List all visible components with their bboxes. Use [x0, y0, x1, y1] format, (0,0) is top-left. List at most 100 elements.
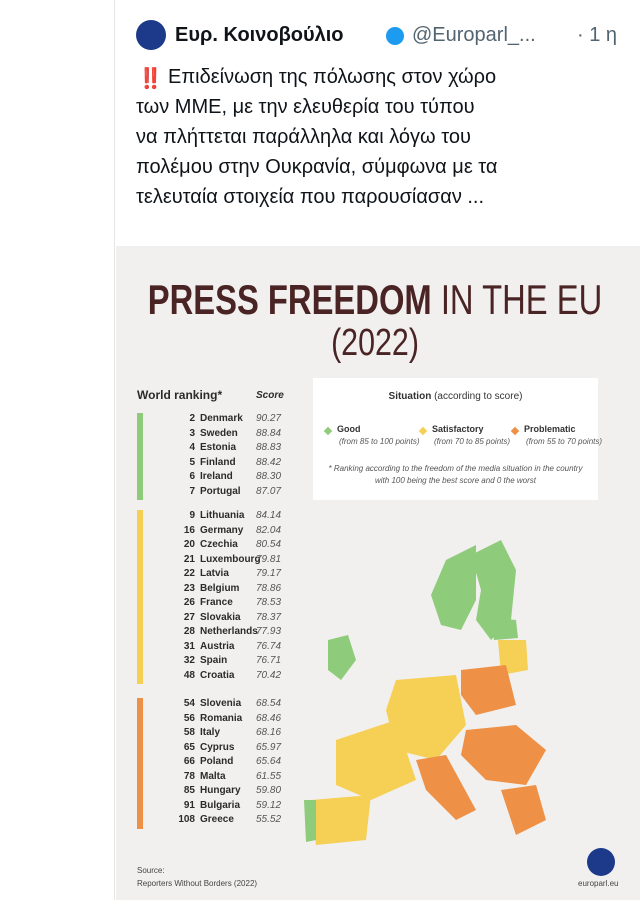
legend-label: Satisfactory [432, 424, 484, 434]
rank: 21 [183, 553, 195, 565]
legend-range: (from 55 to 70 points) [526, 437, 603, 446]
country: Greece [200, 814, 234, 825]
legend-subtitle: (according to score) [434, 391, 523, 402]
source: Reporters Without Borders (2022) [137, 879, 258, 888]
sweden-region [431, 545, 476, 630]
country: Lithuania [200, 510, 245, 521]
ranking-header: World ranking* [137, 388, 223, 402]
rank: 9 [189, 510, 195, 521]
tweet-line: των ΜΜΕ, με την ελευθερία του τύπου [136, 96, 475, 118]
score: 78.53 [256, 597, 282, 608]
handle[interactable]: @Europarl_... [412, 24, 536, 46]
score: 78.37 [256, 611, 282, 623]
country: Belgium [200, 582, 240, 594]
map [304, 540, 615, 876]
poland-region [461, 665, 516, 715]
rank: 22 [183, 568, 195, 579]
score: 76.71 [256, 655, 282, 666]
score: 80.54 [256, 539, 282, 550]
score: 65.64 [256, 756, 282, 767]
emoji: ‼️ [138, 68, 163, 90]
score: 88.42 [256, 456, 282, 468]
country: Latvia [200, 568, 229, 579]
country: Sweden [200, 427, 238, 439]
score-header: Score [256, 390, 284, 401]
country: Finland [200, 456, 236, 468]
author[interactable]: Ευρ. Κοινοβούλιο [175, 24, 344, 46]
score: 70.42 [256, 669, 282, 681]
country: Austria [200, 640, 235, 652]
legend-label: Problematic [524, 424, 576, 434]
score: 65.97 [256, 741, 282, 753]
rank: 54 [183, 698, 195, 709]
greece-region [501, 785, 546, 835]
rank: 32 [183, 655, 195, 666]
country: Portugal [200, 485, 241, 497]
score: 77.93 [256, 626, 282, 637]
portugal-region [304, 800, 316, 842]
france-region [336, 720, 416, 800]
europarl-logo [587, 848, 615, 876]
country: Slovakia [200, 611, 241, 623]
group-bar [137, 510, 143, 684]
country: Romania [200, 712, 243, 724]
rank: 6 [189, 471, 195, 482]
country: Croatia [200, 669, 235, 681]
verified-badge [386, 27, 404, 45]
country: Slovenia [200, 698, 242, 709]
rank: 2 [189, 413, 195, 424]
rank: 4 [189, 442, 195, 453]
country: Netherlands [200, 626, 258, 637]
rank: 108 [178, 814, 195, 825]
rank: 66 [183, 756, 195, 767]
country: Italy [200, 727, 221, 738]
score: 68.54 [256, 698, 282, 709]
score: 55.52 [256, 814, 282, 825]
rank: 20 [183, 539, 195, 550]
country: Luxembourg [200, 553, 261, 565]
score: 79.81 [256, 553, 282, 565]
legend-note: * Ranking according to the freedom of th… [328, 464, 583, 473]
country: Hungary [200, 785, 241, 796]
country: Bulgaria [200, 799, 241, 811]
rank: 85 [183, 785, 195, 796]
score: 68.16 [256, 727, 282, 738]
rank: 58 [183, 727, 195, 738]
rank: 31 [183, 640, 195, 652]
italy-region [416, 755, 476, 820]
title-rest: IN THE EU [440, 276, 603, 323]
source-label: Source: [137, 866, 165, 875]
site[interactable]: europarl.eu [578, 879, 619, 888]
country: Ireland [200, 471, 233, 482]
legend-range: (from 85 to 100 points) [339, 437, 420, 446]
estonia-region [491, 618, 518, 640]
country: Germany [200, 524, 244, 536]
tweet-line: να πλήττεται παράλληλα και λόγω του [136, 126, 471, 148]
rank: 28 [183, 626, 195, 637]
rank: 65 [183, 741, 195, 753]
rank: 5 [189, 456, 195, 468]
rank: 27 [183, 611, 195, 623]
country: Spain [200, 655, 228, 666]
year: (2022) [331, 322, 419, 364]
infographic-title: PRESS FREEDOM IN THE EU [83, 276, 640, 324]
rank: 7 [189, 485, 195, 497]
score: 88.30 [256, 471, 282, 482]
legend-note: with 100 being the best score and 0 the … [375, 476, 536, 485]
finland-region [471, 540, 516, 640]
score: 59.80 [256, 785, 282, 796]
timestamp[interactable]: · 1 η [577, 24, 618, 46]
tweet-line: τελευταία στοιχεία που παρουσίασαν ... [136, 186, 485, 208]
legend-range: (from 70 to 85 points) [434, 437, 511, 446]
rank: 48 [183, 669, 195, 681]
score: 87.07 [256, 485, 282, 497]
country: Malta [200, 770, 226, 782]
legend-heading: Situation (according to score) [313, 391, 598, 402]
country: Estonia [200, 442, 237, 453]
score: 84.14 [256, 510, 282, 521]
rank: 16 [183, 524, 195, 536]
central-region [386, 675, 466, 760]
avatar[interactable] [136, 20, 166, 50]
